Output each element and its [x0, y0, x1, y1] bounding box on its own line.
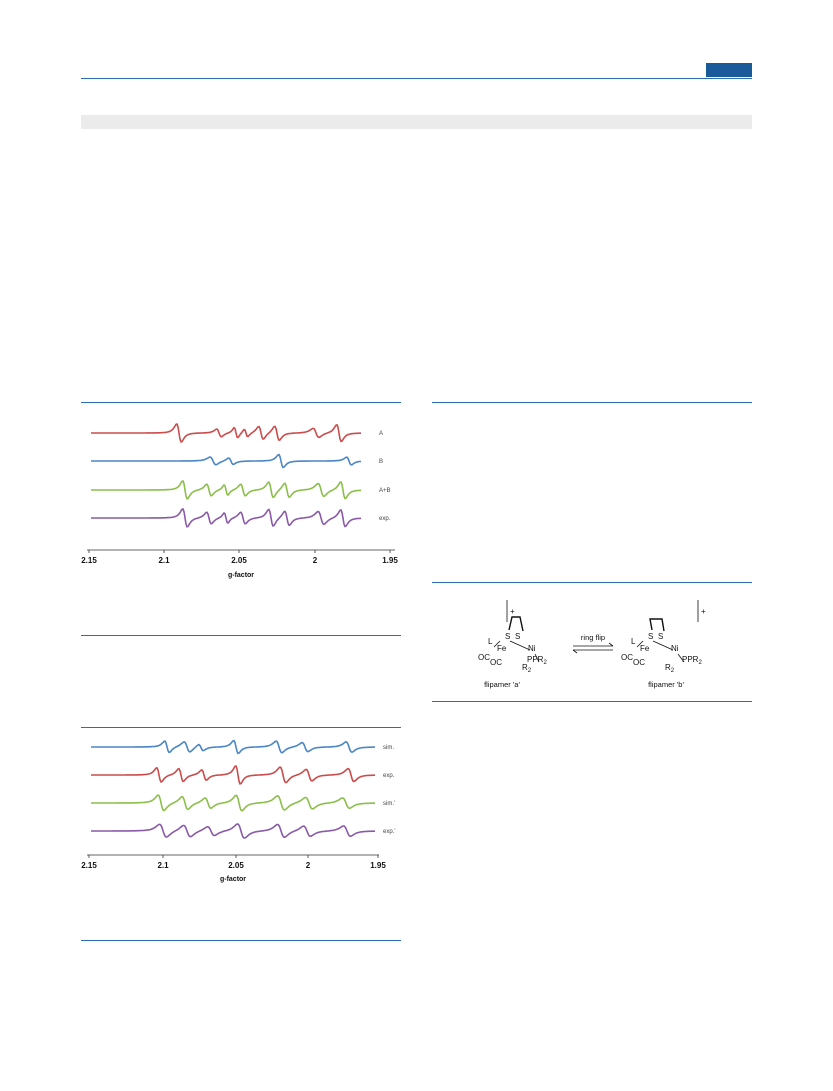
header-tab-block: [706, 63, 752, 77]
charge-left: +: [510, 607, 515, 616]
svg-text:OC: OC: [490, 658, 502, 667]
figure-1-x-axis: 2.15 2.1 2.05 2 1.95 g-factor: [81, 549, 398, 579]
flipamer-a-structure: + S S L Fe Ni OC OC PPR2 R2 flipamer 'a': [478, 600, 547, 689]
figure-1-bottom-rule: [81, 635, 401, 636]
flipamer-b-caption: flipamer 'b': [648, 680, 684, 689]
svg-text:S: S: [658, 632, 663, 641]
figure-2-epr-chart: 2.15 2.1 2.05 2 1.95 g-factor sim. exp. sim.' e…: [81, 739, 396, 883]
trace-exp: [91, 508, 362, 528]
svg-text:L: L: [488, 637, 493, 646]
svg-text:Fe: Fe: [497, 644, 507, 653]
x-tick-label: 2: [313, 556, 318, 565]
scheme-bottom-rule: [432, 701, 752, 702]
trace-label-sim: sim.': [383, 801, 395, 807]
trace-sim: [91, 739, 375, 755]
x-tick-label: 2: [306, 861, 311, 870]
charge-right: +: [701, 607, 706, 616]
x-tick-label: 2.05: [231, 556, 247, 565]
ring-flip-label: ring flip: [581, 633, 605, 642]
svg-text:R2: R2: [665, 663, 675, 674]
svg-text:Ni: Ni: [671, 644, 679, 653]
trace-label-a: A: [379, 431, 383, 437]
figure-1-top-rule: [81, 402, 401, 403]
figure-1-epr-chart: 2.15 2.1 2.05 2 1.95 g-factor A B A+B exp.: [81, 422, 398, 579]
svg-text:R2: R2: [522, 663, 532, 674]
svg-text:OC: OC: [478, 653, 490, 662]
trace-sim: [91, 794, 375, 812]
svg-text:OC: OC: [621, 653, 633, 662]
ring-flip-equilibrium-arrow: ring flip: [572, 633, 614, 654]
svg-text:Fe: Fe: [640, 644, 650, 653]
svg-text:S: S: [515, 632, 520, 641]
trace-a-b: [91, 480, 362, 500]
trace-label-exp: exp.: [383, 773, 395, 779]
figure-2-bottom-rule: [81, 940, 401, 941]
figure-2-top-rule: [81, 727, 401, 728]
trace-a: [91, 422, 361, 443]
svg-text:PPR2: PPR2: [527, 655, 547, 666]
svg-text:L: L: [631, 637, 636, 646]
x-tick-label: 2.15: [81, 861, 97, 870]
svg-text:PPR2: PPR2: [682, 655, 702, 666]
right-column-top-rule: [432, 402, 752, 403]
x-axis-title: g-factor: [228, 572, 254, 579]
x-tick-label: 1.95: [370, 861, 386, 870]
trace-b: [91, 453, 362, 469]
svg-text:OC: OC: [633, 658, 645, 667]
x-tick-label: 2.15: [81, 556, 97, 565]
table-header-band: [81, 115, 752, 129]
x-tick-label: 2.1: [158, 556, 170, 565]
trace-label-a-b: A+B: [379, 488, 391, 494]
x-axis-title: g-factor: [220, 876, 246, 883]
trace-label-exp: exp.': [383, 829, 396, 835]
x-tick-label: 2.1: [157, 861, 169, 870]
trace-label-exp: exp.: [379, 516, 391, 522]
x-tick-label: 1.95: [382, 556, 398, 565]
trace-exp: [91, 823, 375, 839]
flipamer-scheme: + S S L Fe Ni OC OC PPR2 R2 flipamer 'a'…: [478, 600, 706, 689]
flipamer-a-caption: flipamer 'a': [484, 680, 520, 689]
trace-label-sim: sim.: [383, 745, 394, 751]
svg-text:S: S: [505, 632, 510, 641]
flipamer-b-structure: + S S L Fe Ni OC OC PPR2 R2 flipamer 'b': [621, 600, 706, 689]
header-rule: [81, 78, 752, 79]
x-tick-label: 2.05: [228, 861, 244, 870]
figure-2-x-axis: 2.15 2.1 2.05 2 1.95 g-factor: [81, 854, 386, 883]
trace-label-b: B: [379, 459, 383, 465]
trace-exp: [91, 764, 375, 785]
svg-text:S: S: [648, 632, 653, 641]
svg-text:Ni: Ni: [528, 644, 536, 653]
scheme-top-rule: [432, 582, 752, 583]
